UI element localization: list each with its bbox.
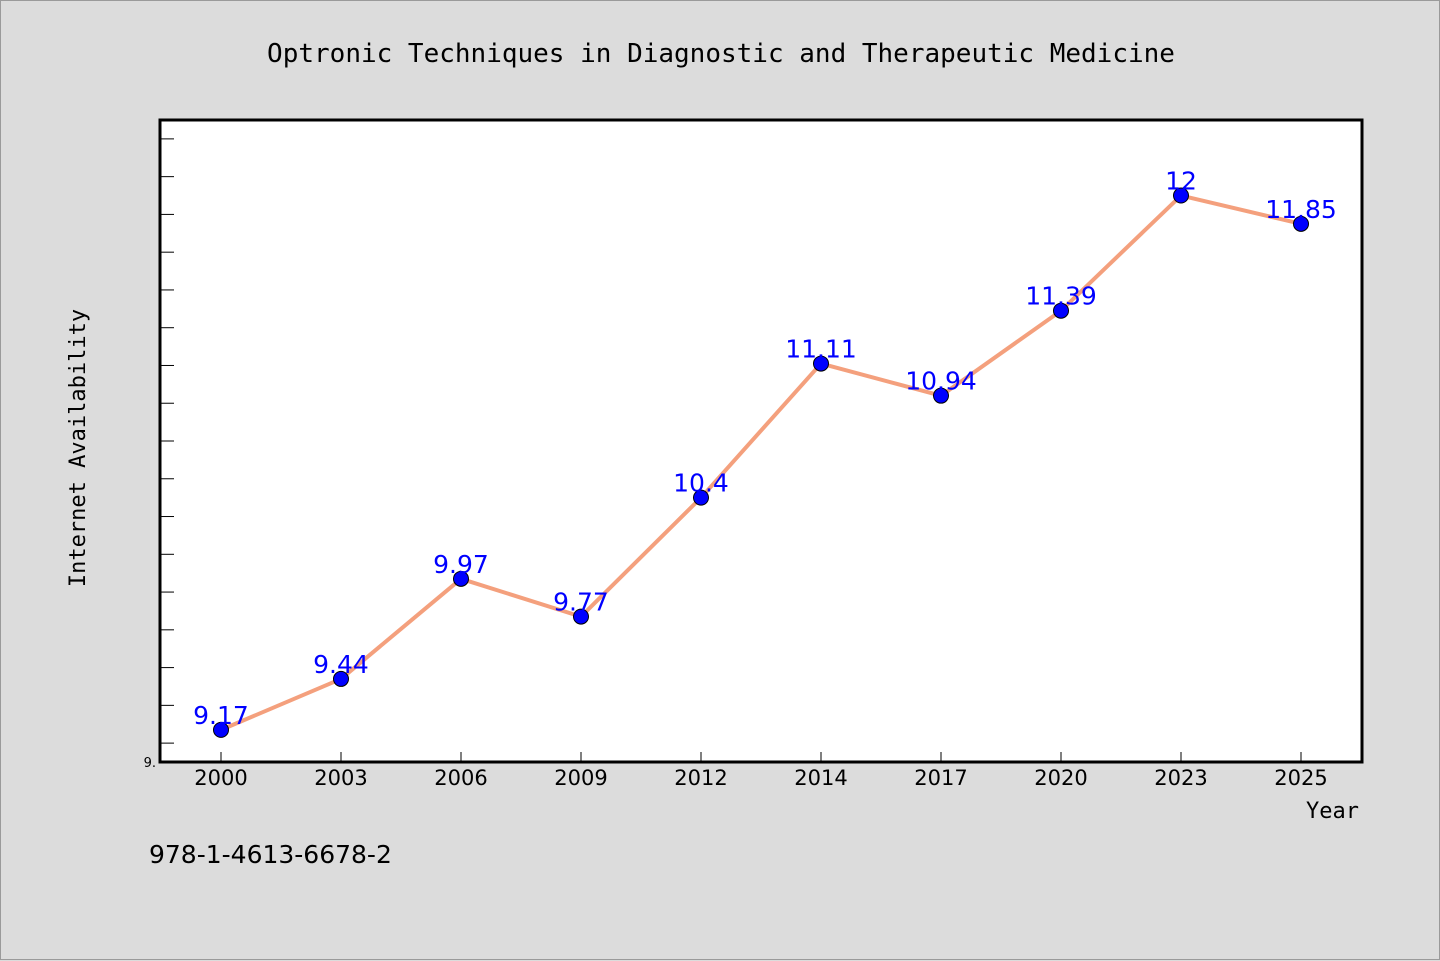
data-label: 11.85 (1265, 195, 1337, 224)
x-tick-label: 2023 (1154, 766, 1207, 790)
data-label: 10.94 (905, 367, 977, 396)
x-axis-ticks (220, 752, 1302, 762)
data-point (1293, 215, 1309, 232)
x-tick-label: 2025 (1274, 766, 1327, 790)
x-axis-label: Year (1306, 799, 1359, 824)
data-point (573, 608, 589, 625)
data-point (1053, 302, 1069, 319)
chart-title: Optronic Techniques in Diagnostic and Th… (267, 39, 1175, 69)
data-point (933, 387, 949, 404)
plot-area (158, 118, 1364, 764)
data-point (693, 489, 709, 506)
y-axis-tick-labels: 9. (144, 756, 156, 771)
x-tick-label: 2009 (554, 766, 607, 790)
x-tick-label: 2006 (434, 766, 487, 790)
data-label: 10.4 (673, 469, 729, 498)
data-label: 9.17 (193, 701, 249, 730)
series-line (220, 193, 1302, 732)
data-label: 11.11 (785, 335, 857, 364)
data-label: 12 (1165, 167, 1197, 196)
y-tick-label: 9. (144, 756, 156, 771)
data-point (1173, 187, 1189, 204)
isbn-text: 978-1-4613-6678-2 (149, 840, 392, 869)
x-tick-label: 2020 (1034, 766, 1087, 790)
y-axis-ticks (160, 138, 174, 744)
data-point (453, 570, 469, 587)
x-tick-label: 2017 (914, 766, 967, 790)
series-group: 9.17 9.44 9.97 9.77 10.4 11.11 10.94 11.39 12 11.… (193, 167, 1337, 738)
data-point (213, 721, 229, 738)
data-label: 11.39 (1025, 282, 1097, 311)
x-tick-label: 2003 (314, 766, 367, 790)
y-axis-label: Internet Availability (66, 309, 91, 587)
x-tick-label: 2012 (674, 766, 727, 790)
x-tick-label: 2000 (194, 766, 247, 790)
data-label: 9.44 (313, 650, 369, 679)
data-point (333, 670, 349, 687)
x-axis-tick-labels: 2000 2003 2006 2009 2012 2014 2017 2020 2023 2025 (194, 766, 1327, 790)
x-tick-label: 2014 (794, 766, 847, 790)
data-label: 9.97 (433, 550, 489, 579)
data-point (813, 355, 829, 372)
data-label: 9.77 (553, 588, 609, 617)
